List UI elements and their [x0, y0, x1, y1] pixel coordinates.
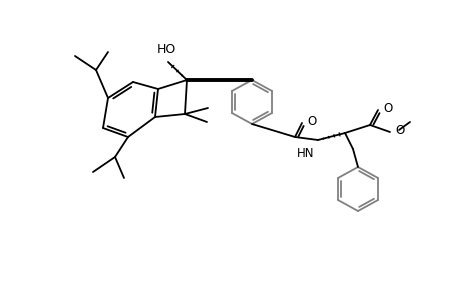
Text: O: O: [306, 115, 316, 128]
Text: HN: HN: [296, 146, 313, 160]
Text: HO: HO: [156, 43, 175, 56]
Text: O: O: [394, 124, 403, 136]
Text: O: O: [382, 101, 392, 115]
